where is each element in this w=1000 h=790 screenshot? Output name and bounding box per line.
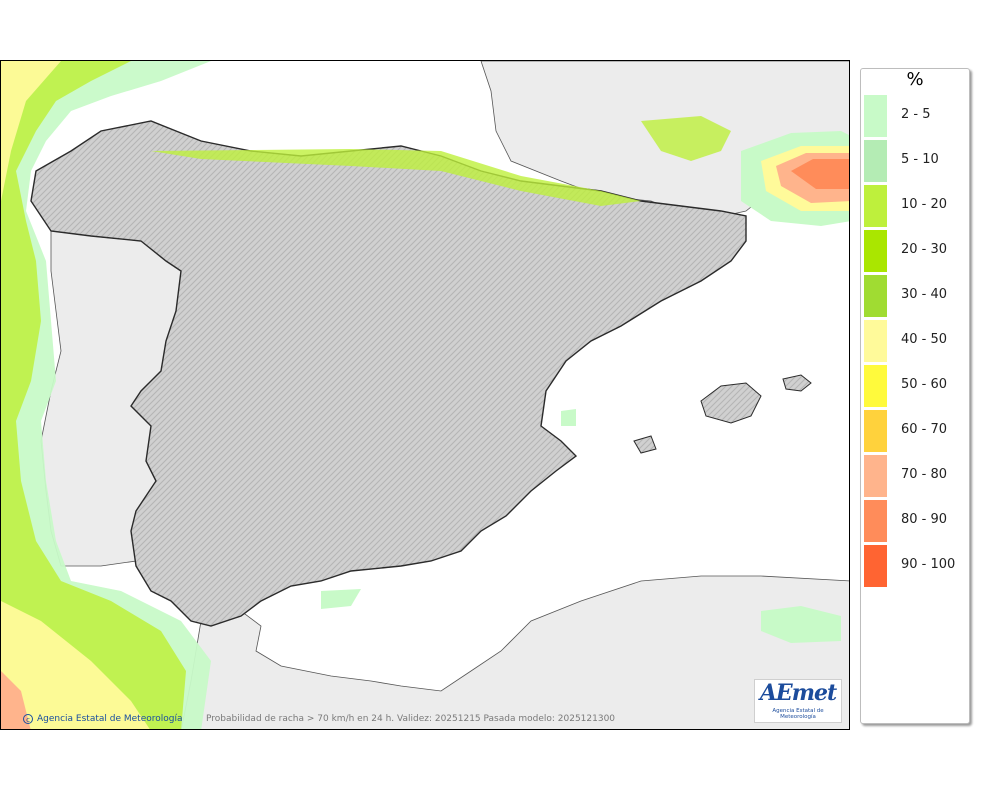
copyright-note: c Agencia Estatal de Meteorología [23, 714, 183, 724]
legend-swatch [864, 95, 887, 137]
legend-item: 2 - 5 [864, 95, 968, 137]
legend-item: 60 - 70 [864, 410, 968, 452]
prob-alboran-green [321, 589, 361, 609]
legend-unit: % [906, 69, 924, 90]
legend-item: 90 - 100 [864, 545, 968, 587]
legend-label: 80 - 90 [901, 512, 948, 527]
legend-label: 60 - 70 [901, 422, 948, 437]
legend-label: 90 - 100 [901, 557, 956, 572]
legend-swatch [864, 140, 887, 182]
prob-atlantic-lime [1, 61, 186, 729]
legend-swatch [864, 455, 887, 497]
prob-southeast-green [761, 606, 841, 643]
prob-cantabric-green [151, 149, 641, 206]
legend-item: 30 - 40 [864, 275, 968, 317]
legend-swatch [864, 230, 887, 272]
ibiza-island [633, 435, 657, 454]
map-canvas [1, 61, 849, 729]
copyright-icon: c [23, 714, 33, 724]
prob-atlantic-yellow [1, 61, 61, 201]
legend-swatch [864, 410, 887, 452]
forecast-map: c Agencia Estatal de Meteorología Probab… [0, 60, 850, 730]
menorca-island [782, 374, 812, 392]
legend-swatch [864, 275, 887, 317]
legend-label: 5 - 10 [901, 152, 939, 167]
legend-label: 70 - 80 [901, 467, 948, 482]
legend-item: 40 - 50 [864, 320, 968, 362]
legend-item: 5 - 10 [864, 140, 968, 182]
prob-gulf-of-lion-red [791, 159, 849, 189]
legend-label: 20 - 30 [901, 242, 948, 257]
prob-southwest-yellow [1, 601, 150, 729]
prob-valencia-green [561, 409, 576, 426]
legend-label: 40 - 50 [901, 332, 948, 347]
legend-label: 50 - 60 [901, 377, 948, 392]
legend-swatch [864, 500, 887, 542]
legend-item: 70 - 80 [864, 455, 968, 497]
legend-swatch [864, 320, 887, 362]
prob-southwest-orange [1, 671, 31, 729]
map-caption: Probabilidad de racha > 70 km/h en 24 h.… [206, 714, 616, 724]
legend-item: 80 - 90 [864, 500, 968, 542]
legend-swatch [864, 185, 887, 227]
north-africa-landmass [180, 575, 849, 729]
legend-label: 10 - 20 [901, 197, 948, 212]
aemet-logo: AEmet Agencia Estatal de Meteorología [754, 679, 842, 723]
copyright-text: Agencia Estatal de Meteorología [37, 714, 183, 724]
aemet-logo-subtitle: Agencia Estatal de Meteorología [772, 708, 824, 720]
legend-item: 10 - 20 [864, 185, 968, 227]
prob-atlantic-green [1, 61, 211, 729]
legend-swatch [864, 365, 887, 407]
legend-item: 20 - 30 [864, 230, 968, 272]
legend-item: 50 - 60 [864, 365, 968, 407]
legend-label: 30 - 40 [901, 287, 948, 302]
legend-label: 2 - 5 [901, 107, 931, 122]
aemet-logo-mark: AEmet [759, 680, 837, 706]
prob-pyrenees-green [641, 116, 731, 161]
legend-swatch [864, 545, 887, 587]
color-legend: % 2 - 5 5 - 10 10 - 20 20 - 30 30 - 40 40 - 5… [860, 68, 970, 724]
mallorca-island [700, 382, 762, 424]
